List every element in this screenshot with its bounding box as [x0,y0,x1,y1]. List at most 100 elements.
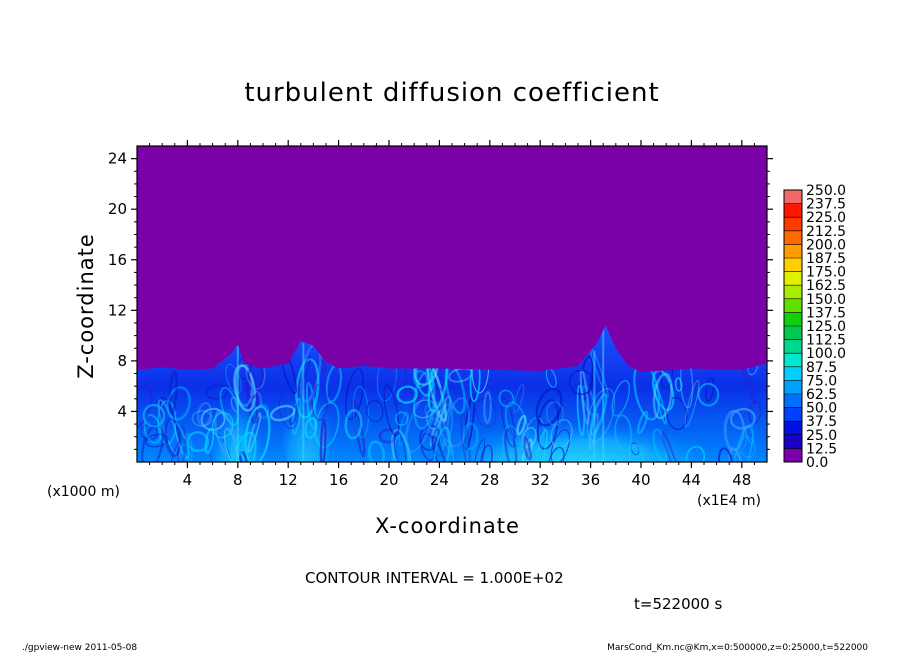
eddy-swirl [392,380,406,405]
eddy-swirl [180,443,190,460]
x-tick-label: 48 [732,471,751,489]
colorbar-swatch [784,312,802,327]
eddy-swirl [393,431,407,462]
eddy-swirl [318,358,327,374]
eddy-swirl [479,444,493,462]
eddy-swirl [292,397,302,436]
eddy-swirl [396,385,418,404]
eddy-swirl [344,409,363,440]
eddy-swirl [534,428,548,462]
eddy-swirl [212,412,234,439]
colorbar-swatch [784,271,802,286]
eddy-swirl [652,372,673,420]
colorbar-label: 37.5 [806,414,837,430]
eddy-swirl [436,412,454,456]
eddy-swirl [352,385,370,438]
x-axis-unit: (x1E4 m) [697,493,761,509]
eddy-swirl [522,436,532,461]
colorbar-swatch [784,230,802,245]
eddy-swirl [661,431,684,462]
eddy-swirl [516,414,527,436]
eddy-swirl [547,446,565,462]
eddy-swirl [297,431,320,459]
chart-title: turbulent diffusion coefficient [244,78,660,108]
eddy-swirl [595,437,617,453]
colorbar-swatch [784,448,802,463]
colorbar-label: 100.0 [806,346,846,362]
colorbar-label: 250.0 [806,183,846,199]
eddy-swirl [367,440,386,462]
colorbar-label: 125.0 [806,319,846,335]
eddy-swirl [305,381,317,430]
eddy-swirl [413,371,436,430]
eddy-swirl [611,379,630,417]
x-tick-label: 12 [279,471,298,489]
eddy-swirl [278,390,299,430]
colorbar-label: 12.5 [806,441,837,457]
y-tick-label: 20 [108,200,127,218]
eddy-swirl [420,432,437,462]
colorbar-label: 175.0 [806,265,846,281]
colorbar-label: 137.5 [806,305,846,321]
footer-right: MarsCond_Km.nc@Km,x=0:500000,z=0:25000,t… [607,643,868,653]
eddy-swirl [464,393,476,450]
eddy-swirl [550,429,571,462]
colorbar-label: 112.5 [806,333,846,349]
x-tick-label: 24 [430,471,449,489]
eddy-swirl [535,387,563,427]
eddy-swirl [729,407,756,430]
eddy-swirl [311,384,328,421]
eddy-swirl [472,439,485,462]
colorbar-swatch [784,353,802,368]
eddy-bright [452,402,704,462]
x-tick-label: 28 [480,471,499,489]
footer-left: ./gpview-new 2011-05-08 [22,643,138,653]
eddy-swirl [145,433,169,448]
colorbar-swatch [784,298,802,313]
eddy-swirl [439,403,454,447]
eddy-swirl [137,384,153,429]
colorbar-swatch [784,366,802,381]
colorbar-swatch [784,394,802,409]
eddy-swirl [433,426,451,462]
eddy-swirl [697,382,720,407]
eddy-swirl [614,414,633,452]
eddy-swirl [419,425,441,451]
eddy-swirl [170,438,187,462]
y-tick-label: 16 [108,251,127,269]
eddy-swirl [685,445,706,462]
colorbar-label: 187.5 [806,251,846,267]
eddy-swirl [630,442,640,456]
colorbar-swatch [784,380,802,395]
eddy-swirl [446,397,470,448]
eddy-swirl [390,428,412,462]
y-tick-label: 4 [117,402,127,420]
eddy-swirl [233,364,257,412]
eddy-swirl [501,397,516,448]
eddy-swirl [627,445,644,462]
eddy-swirl [168,370,178,415]
x-tick-label: 4 [183,471,193,489]
eddy-swirl [143,414,162,444]
colorbar-label: 237.5 [806,197,846,213]
eddy-swirl [247,412,262,454]
eddy-swirl [498,389,515,408]
eddy-swirl [705,377,715,403]
x-tick-label: 8 [233,471,243,489]
time-label: t=522000 s [634,595,723,613]
eddy-swirl [206,384,229,400]
eddy-swirl [405,394,435,453]
eddy-swirl [718,447,733,462]
eddy-swirl [684,379,700,428]
eddy-swirl [429,397,447,447]
eddy-swirl [174,422,190,459]
eddy-swirl [431,435,451,462]
x-tick-label: 36 [581,471,600,489]
x-tick-label: 32 [531,471,550,489]
colorbar-swatch [784,339,802,354]
x-tick-label: 20 [379,471,398,489]
colorbar-swatch [784,244,802,259]
x-axis-label: X-coordinate [375,514,520,538]
eddy-swirl [665,396,688,431]
